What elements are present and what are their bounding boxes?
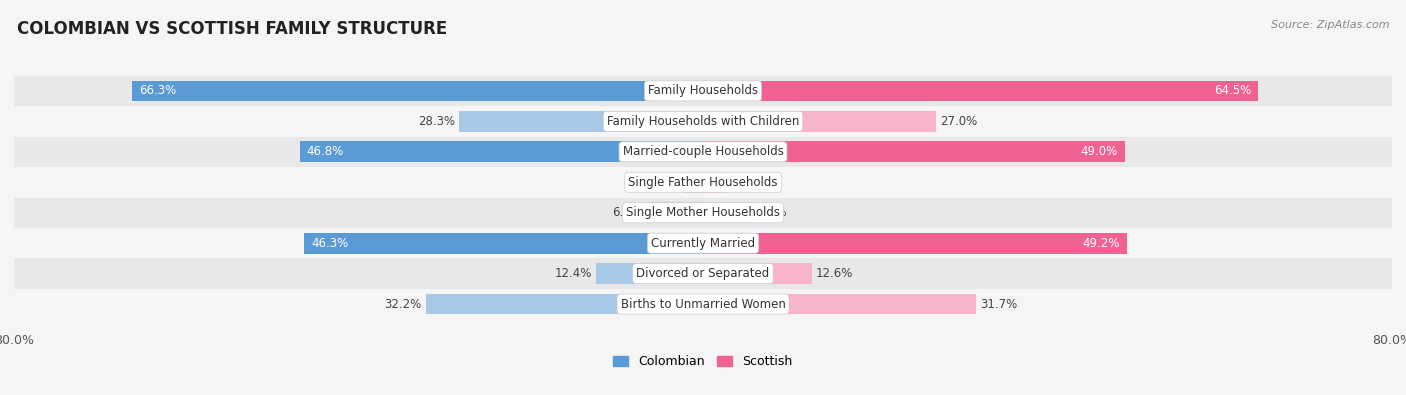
Bar (14, 137, 1392, 167)
Text: Married-couple Households: Married-couple Households (623, 145, 783, 158)
Bar (14, 106, 1392, 137)
Text: 5.8%: 5.8% (758, 206, 787, 219)
Text: 46.3%: 46.3% (311, 237, 349, 250)
Text: 2.3%: 2.3% (727, 176, 756, 189)
Bar (683, 172, 703, 193)
Bar (703, 111, 935, 132)
Text: Single Father Households: Single Father Households (628, 176, 778, 189)
Text: 12.6%: 12.6% (815, 267, 853, 280)
Legend: Colombian, Scottish: Colombian, Scottish (609, 350, 797, 373)
Text: Births to Unmarried Women: Births to Unmarried Women (620, 297, 786, 310)
Bar (14, 198, 1392, 228)
Text: Divorced or Separated: Divorced or Separated (637, 267, 769, 280)
Bar (703, 202, 754, 223)
Bar (299, 141, 703, 162)
Bar (647, 202, 703, 223)
Text: 66.3%: 66.3% (139, 85, 176, 98)
Text: 12.4%: 12.4% (554, 267, 592, 280)
Bar (703, 81, 1258, 101)
Bar (703, 263, 811, 284)
Bar (14, 258, 1392, 289)
Text: Source: ZipAtlas.com: Source: ZipAtlas.com (1271, 20, 1389, 30)
Text: 49.0%: 49.0% (1081, 145, 1118, 158)
Text: Currently Married: Currently Married (651, 237, 755, 250)
Text: Family Households with Children: Family Households with Children (607, 115, 799, 128)
Text: 6.6%: 6.6% (612, 206, 643, 219)
Text: Family Households: Family Households (648, 85, 758, 98)
Text: Single Mother Households: Single Mother Households (626, 206, 780, 219)
Bar (703, 172, 723, 193)
Text: 32.2%: 32.2% (384, 297, 422, 310)
Bar (426, 294, 703, 314)
Text: 31.7%: 31.7% (980, 297, 1018, 310)
Bar (703, 294, 976, 314)
Bar (460, 111, 703, 132)
Bar (14, 76, 1392, 106)
Bar (596, 263, 703, 284)
Bar (14, 167, 1392, 198)
Bar (304, 233, 703, 254)
Text: 46.8%: 46.8% (307, 145, 344, 158)
Bar (14, 228, 1392, 258)
Text: 2.3%: 2.3% (650, 176, 679, 189)
Bar (703, 141, 1125, 162)
Bar (703, 233, 1126, 254)
Text: 49.2%: 49.2% (1083, 237, 1119, 250)
Text: 27.0%: 27.0% (939, 115, 977, 128)
Text: 28.3%: 28.3% (418, 115, 456, 128)
Text: 64.5%: 64.5% (1215, 85, 1251, 98)
Text: COLOMBIAN VS SCOTTISH FAMILY STRUCTURE: COLOMBIAN VS SCOTTISH FAMILY STRUCTURE (17, 20, 447, 38)
Bar (14, 289, 1392, 319)
Bar (132, 81, 703, 101)
